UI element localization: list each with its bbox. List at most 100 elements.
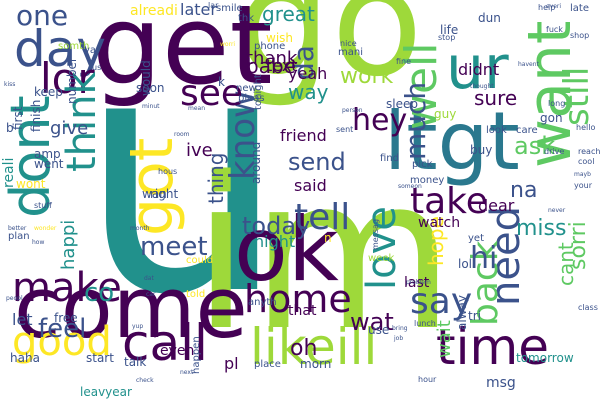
- word-alway: alway: [455, 295, 469, 330]
- word-someon: someon: [398, 183, 422, 190]
- word-last: last: [404, 275, 430, 291]
- word-never: never: [548, 207, 566, 214]
- word-happi: happi: [58, 219, 79, 270]
- word-dear: dear: [478, 196, 515, 215]
- word-mean: mean: [188, 105, 206, 112]
- word-reali: reali: [1, 157, 17, 188]
- word-alreadi: alreadi: [130, 3, 178, 19]
- word-mani: mani: [338, 47, 363, 58]
- word-oh: oh: [290, 336, 318, 361]
- word-smile: smile: [216, 3, 243, 14]
- word-k: k: [218, 75, 225, 89]
- word-hous: hous: [158, 167, 178, 176]
- word-ltgt: ltgt: [384, 95, 520, 188]
- word-morn: morn: [300, 357, 332, 371]
- word-hey: hey: [352, 103, 408, 138]
- word-hello: hello: [576, 123, 596, 132]
- word-bring: bring: [392, 325, 408, 332]
- word-better: better: [8, 225, 27, 232]
- word-ya: ya: [84, 45, 97, 56]
- word-lol: lol: [458, 257, 473, 271]
- word-shop: shop: [570, 31, 590, 40]
- word-home: home: [244, 277, 352, 321]
- word-still: still: [557, 66, 597, 126]
- word-care: care: [516, 125, 538, 136]
- word-get: get: [92, 0, 273, 109]
- word-great: great: [262, 2, 315, 26]
- word-thought: thought: [470, 83, 494, 90]
- word-look: look: [486, 125, 507, 136]
- word-tri: tri: [468, 309, 481, 323]
- word-tell: tell: [294, 197, 351, 238]
- word-fuck: fuck: [546, 25, 563, 34]
- word-nice: nice: [340, 39, 357, 48]
- word-place: place: [254, 359, 281, 370]
- word-talk: talk: [124, 355, 147, 369]
- word-problem: problem: [406, 279, 431, 286]
- word-keep: keep: [34, 85, 63, 99]
- word-ok: ok: [234, 198, 339, 301]
- word-us: us: [92, 63, 102, 72]
- word-msg: msg: [486, 375, 516, 391]
- word-wont: wont: [16, 177, 46, 191]
- word-said: said: [294, 176, 327, 195]
- word-use: use: [368, 323, 390, 337]
- word-worri: worri: [220, 41, 236, 48]
- word-dun: dun: [478, 11, 501, 25]
- word-minut: minut: [142, 103, 160, 110]
- word-make: make: [12, 265, 122, 311]
- word-co: co: [84, 278, 115, 308]
- word-wait: wait: [434, 320, 455, 358]
- word-na: na: [510, 178, 538, 203]
- word-night: night: [254, 232, 296, 251]
- word-thank: thank: [246, 48, 298, 69]
- word-pleas: pleas: [238, 93, 265, 104]
- word-lor: lor: [40, 54, 95, 103]
- word-wish: wish: [266, 31, 294, 45]
- word-gon: gon: [540, 111, 563, 125]
- word-phone: phone: [254, 41, 286, 52]
- word-love: love: [359, 206, 405, 290]
- word-drive: drive: [544, 147, 565, 156]
- word-lunch: lunch: [414, 319, 436, 328]
- word-feel: feel: [38, 314, 87, 344]
- word-went: went: [34, 157, 64, 171]
- word-told: told: [186, 289, 206, 300]
- word-stop: stop: [438, 33, 456, 42]
- word-help: help: [538, 3, 556, 12]
- word-today: today: [242, 212, 311, 240]
- word-cool: cool: [578, 157, 595, 166]
- word-one: one: [16, 0, 69, 32]
- word-didnt: didnt: [458, 60, 500, 79]
- word-sent: sent: [336, 125, 354, 134]
- word-check: check: [136, 377, 154, 384]
- word-sleep: sleep: [386, 97, 418, 111]
- word-ur: ur: [446, 33, 509, 103]
- word-take: take: [410, 181, 488, 222]
- word-miss: miss: [516, 216, 567, 241]
- word-pick: pick: [412, 159, 433, 170]
- word-go: go: [236, 0, 423, 110]
- word-say: say: [410, 281, 473, 322]
- word-ive: ive: [186, 140, 213, 161]
- word-n: n: [324, 231, 332, 245]
- word-messag: messag: [371, 218, 380, 250]
- word-yet: yet: [468, 233, 484, 244]
- word-finish: finish: [29, 99, 43, 132]
- word-yup: yup: [132, 323, 144, 330]
- word-work: work: [340, 64, 394, 89]
- word-even: even: [160, 343, 195, 359]
- word-kiss: kiss: [4, 81, 16, 88]
- word-ask: ask: [514, 132, 556, 160]
- word-likeill: likeill: [250, 318, 378, 376]
- word-wonder: wonder: [34, 225, 57, 232]
- word-everi: everi: [546, 3, 562, 10]
- word-yeah: yeah: [288, 64, 328, 83]
- word-wan: wan: [142, 187, 167, 201]
- word-next: next: [180, 369, 194, 376]
- word-send: send: [288, 148, 346, 176]
- word-call: call: [122, 314, 208, 372]
- word-around: around: [249, 141, 263, 184]
- word-tomorrow: tomorrow: [516, 351, 574, 365]
